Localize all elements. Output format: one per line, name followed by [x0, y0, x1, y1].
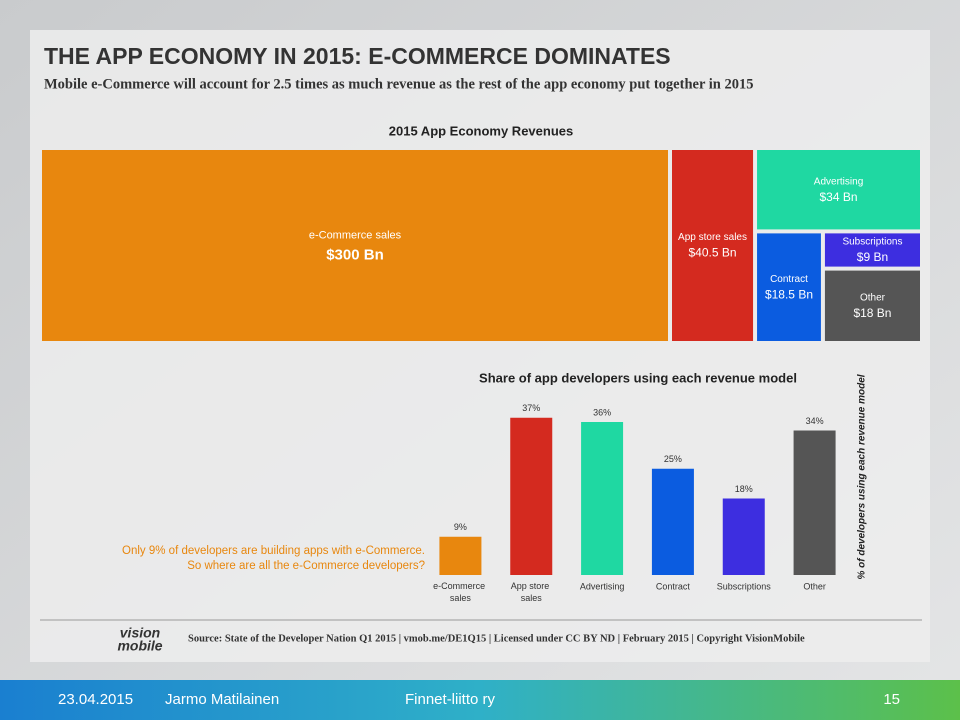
value-label: 37% — [522, 403, 540, 413]
x-tick-label: Subscriptions — [717, 581, 772, 591]
bar — [722, 498, 765, 575]
cell-value: $300 Bn — [326, 246, 384, 263]
cell-value: $18.5 Bn — [765, 287, 813, 301]
value-label: 34% — [806, 416, 824, 426]
footer-page: 15 — [883, 691, 900, 708]
treemap-cell — [824, 270, 920, 341]
bar — [793, 430, 836, 575]
x-tick-label: e-Commerce sales — [433, 581, 488, 603]
logo: mobile — [117, 638, 162, 654]
bar — [510, 417, 553, 575]
bar — [581, 422, 624, 575]
x-tick-label: App store sales — [511, 581, 552, 603]
chart-title: 2015 App Economy Revenues — [389, 123, 573, 138]
treemap-cell — [824, 233, 920, 267]
treemap-cell — [757, 233, 821, 341]
x-tick-label: Contract — [656, 581, 691, 591]
bar — [439, 536, 482, 575]
footer-date: 23.04.2015 — [58, 691, 133, 708]
subtitle: Mobile e-Commerce will account for 2.5 t… — [44, 76, 753, 92]
cell-label: App store sales — [678, 232, 747, 243]
value-label: 25% — [664, 454, 682, 464]
cell-value: $9 Bn — [857, 250, 888, 264]
chart-title: Share of app developers using each reven… — [479, 370, 797, 385]
cell-value: $18 Bn — [853, 306, 891, 320]
title: THE APP ECONOMY IN 2015: E-COMMERCE DOMI… — [44, 43, 671, 69]
x-tick-label: Other — [803, 581, 826, 591]
treemap-cell — [757, 150, 920, 230]
cell-label: Advertising — [814, 176, 863, 187]
treemap-cell — [42, 150, 668, 341]
treemap-cell — [672, 150, 754, 341]
cell-value: $40.5 Bn — [689, 246, 737, 260]
value-label: 9% — [454, 522, 467, 532]
logo: vision — [120, 625, 160, 641]
bar — [651, 468, 694, 575]
cell-value: $34 Bn — [820, 190, 858, 204]
cell-label: Subscriptions — [842, 237, 902, 248]
cell-label: e-Commerce sales — [309, 229, 402, 241]
value-label: 36% — [593, 407, 611, 417]
footer-bar — [0, 680, 960, 720]
footer-author: Jarmo Matilainen — [165, 691, 279, 708]
source: Source: State of the Developer Nation Q1… — [188, 633, 805, 644]
cell-label: Contract — [770, 274, 808, 285]
annotation: Only 9% of developers are building apps … — [122, 545, 425, 557]
cell-label: Other — [860, 292, 886, 303]
footer-org: Finnet-liitto ry — [405, 691, 496, 708]
y-axis-label: % of developers using each revenue model — [857, 374, 868, 579]
value-label: 18% — [735, 484, 753, 494]
annotation: So where are all the e-Commerce develope… — [187, 560, 425, 572]
x-tick-label: Advertising — [580, 581, 625, 591]
